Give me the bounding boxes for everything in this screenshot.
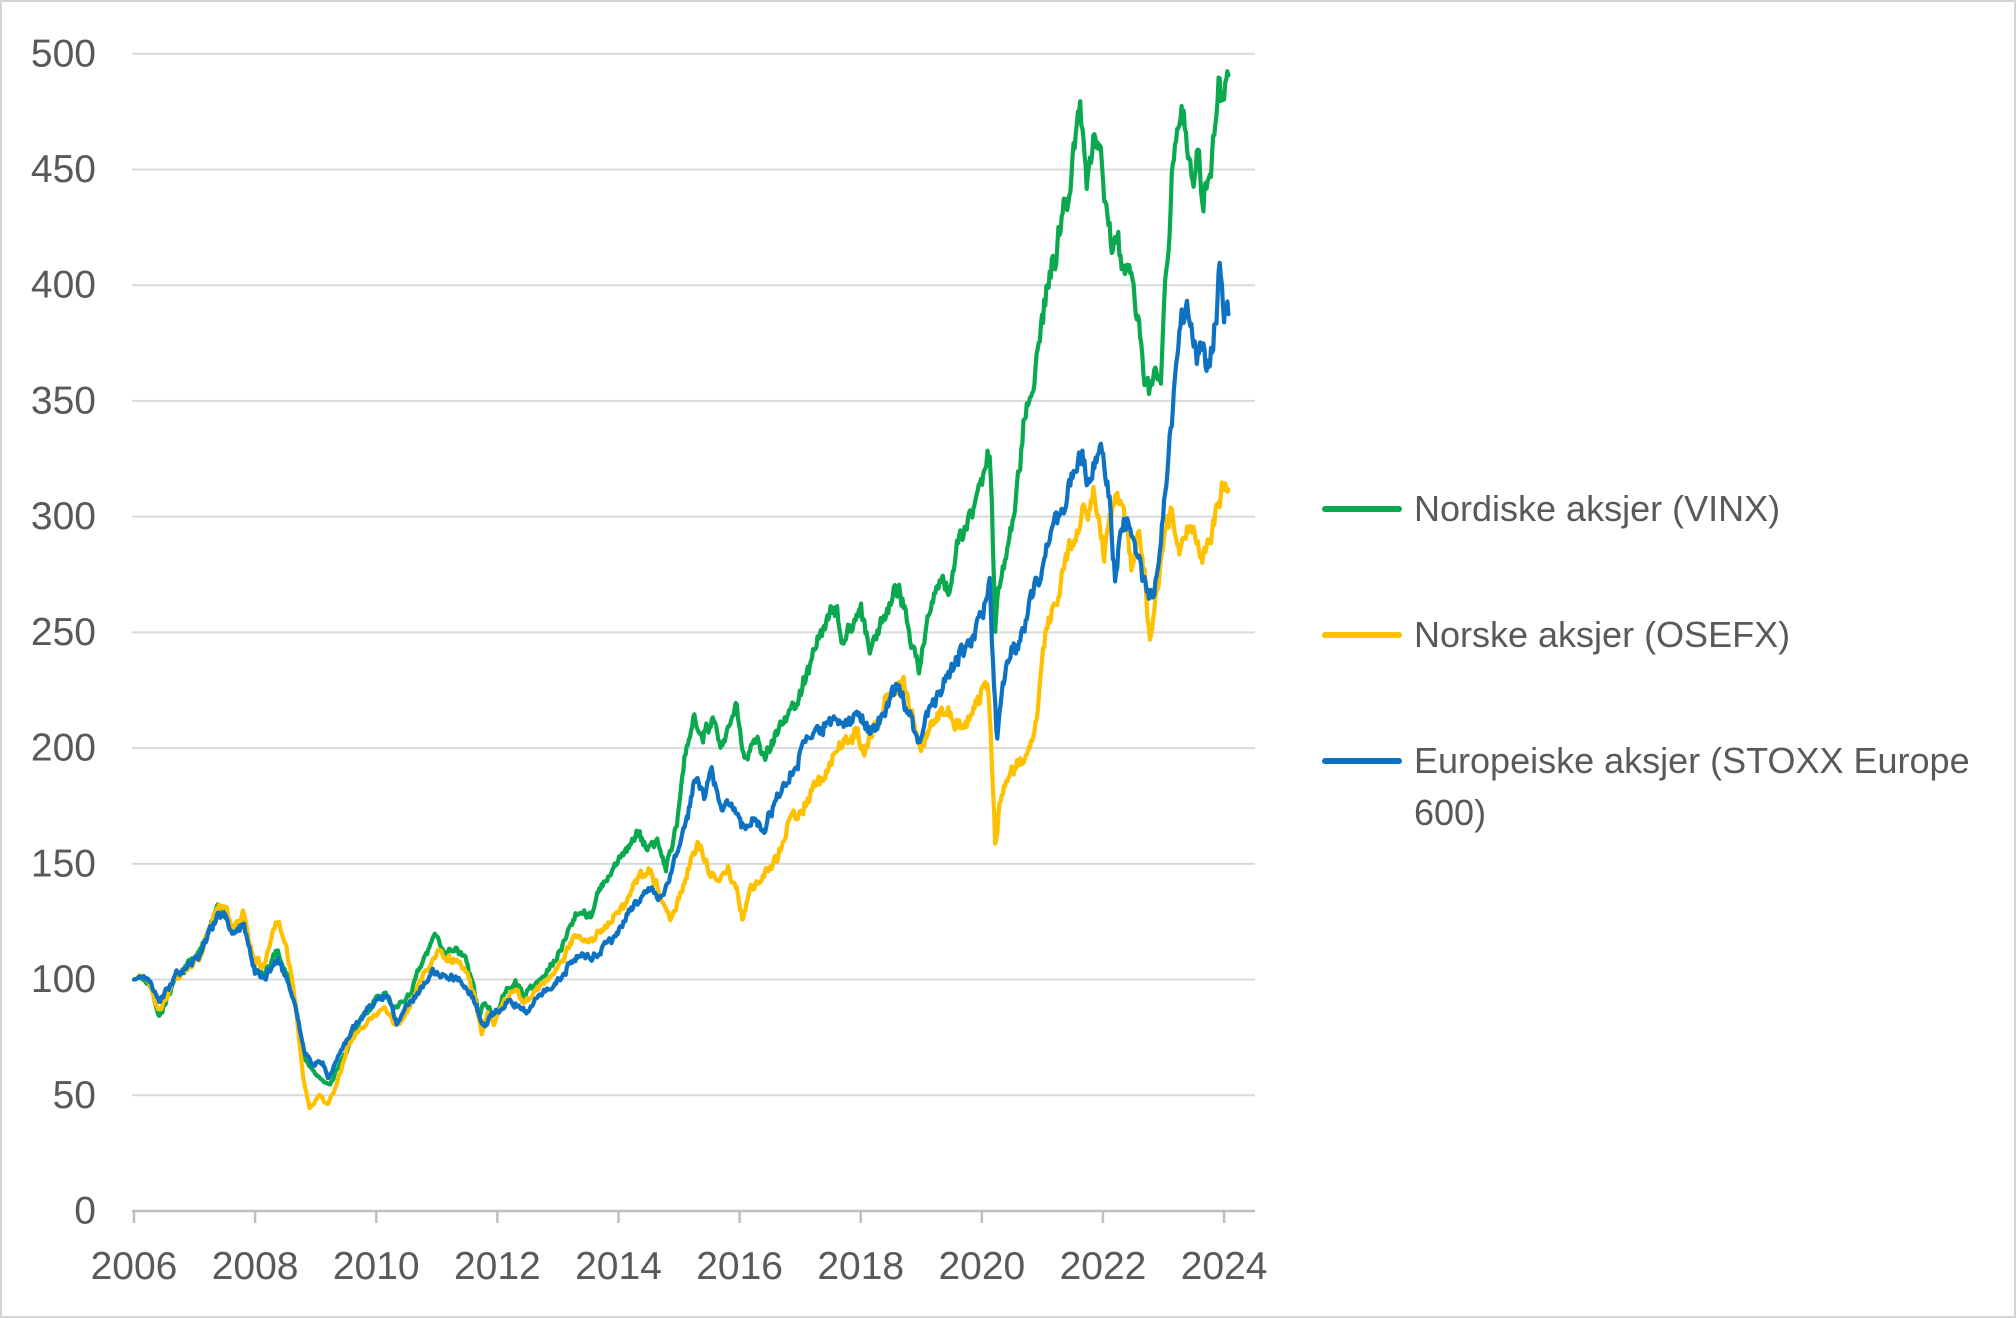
x-axis-label-2024: 2024: [1181, 1245, 1268, 1288]
legend-item-stoxx: Europeiske aksjer (STOXX Europe 600): [1322, 735, 1982, 839]
y-axis-label-50: 50: [53, 1074, 96, 1117]
x-axis-label-2020: 2020: [938, 1245, 1025, 1288]
y-axis-label-100: 100: [31, 958, 96, 1001]
legend-swatch-stoxx: [1322, 758, 1402, 764]
x-axis-label-2014: 2014: [575, 1245, 662, 1288]
y-axis-label-0: 0: [74, 1190, 96, 1233]
series-line-vinx: [131, 69, 1231, 1087]
legend-swatch-osefx: [1322, 632, 1402, 638]
x-axis-label-2006: 2006: [91, 1245, 178, 1288]
y-axis-label-450: 450: [31, 148, 96, 191]
x-axis-label-2018: 2018: [817, 1245, 904, 1288]
legend-item-osefx: Norske aksjer (OSEFX): [1322, 609, 1790, 661]
y-axis-label-300: 300: [31, 495, 96, 538]
axes: [132, 1209, 1255, 1223]
axis-labels: 0 50 100 150 200 250 300 350 400 450 500 2006 2008 20…: [31, 32, 1268, 1288]
legend-swatch-vinx: [1322, 506, 1402, 512]
x-axis-label-2010: 2010: [333, 1245, 420, 1288]
legend-label-stoxx: Europeiske aksjer (STOXX Europe 600): [1414, 740, 1970, 833]
gridlines: [132, 52, 1255, 1097]
x-axis-label-2008: 2008: [212, 1245, 299, 1288]
y-axis-label-200: 200: [31, 727, 96, 770]
x-axis-label-2022: 2022: [1060, 1245, 1147, 1288]
data-series: [131, 69, 1231, 1111]
y-axis-label-400: 400: [31, 264, 96, 307]
y-axis-label-150: 150: [31, 842, 96, 885]
y-axis-label-500: 500: [31, 32, 96, 75]
x-axis-label-2012: 2012: [454, 1245, 541, 1288]
y-axis-label-250: 250: [31, 611, 96, 654]
legend-label-vinx: Nordiske aksjer (VINX): [1414, 488, 1781, 529]
legend-label-osefx: Norske aksjer (OSEFX): [1414, 614, 1791, 655]
series-line-osefx: [131, 480, 1231, 1111]
legend-item-vinx: Nordiske aksjer (VINX): [1322, 483, 1780, 535]
y-axis-label-350: 350: [31, 379, 96, 422]
x-axis-label-2016: 2016: [696, 1245, 783, 1288]
series-line-stoxx: [131, 260, 1231, 1081]
